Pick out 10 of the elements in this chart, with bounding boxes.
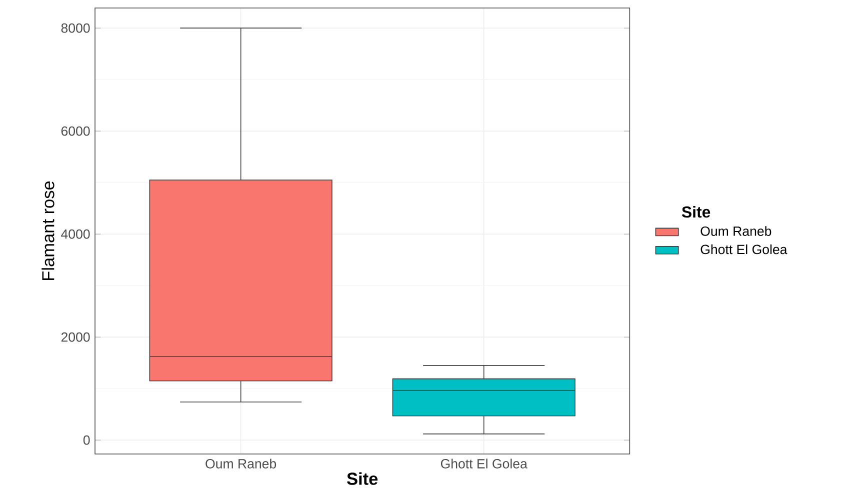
y-tick-label: 6000: [61, 126, 90, 136]
y-tick-label: 0: [83, 435, 90, 445]
y-tick-label: 4000: [61, 229, 90, 239]
y-axis-title: Flamant rose: [42, 181, 54, 280]
y-tick-label: 8000: [61, 23, 90, 33]
legend-label: Ghott El Golea: [700, 244, 788, 254]
y-tick-label: 2000: [61, 332, 90, 342]
legend-label: Oum Raneb: [700, 226, 772, 236]
x-axis-title: Site: [347, 472, 378, 485]
legend-title: Site: [682, 206, 710, 218]
